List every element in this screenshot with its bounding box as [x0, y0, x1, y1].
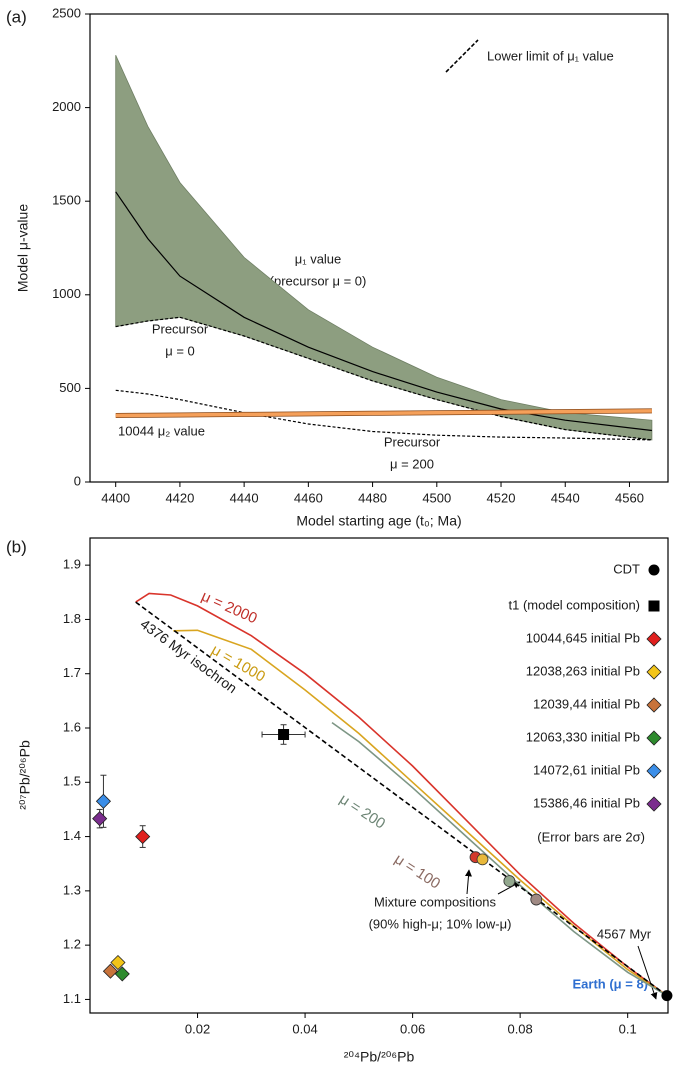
legend-marker: [648, 600, 660, 612]
annotation: μ₁ value: [295, 251, 342, 266]
y-tick-label: 1.3: [63, 882, 81, 897]
note: Mixture compositions: [374, 894, 497, 909]
note: (Error bars are 2σ): [537, 829, 645, 844]
line: [115, 409, 652, 418]
arrow: [464, 869, 472, 895]
line: [115, 191, 652, 432]
point: [110, 954, 126, 971]
legend-label: 12038,263 initial Pb: [526, 663, 640, 678]
mixture-point: [503, 875, 516, 887]
x-tick-label: 4480: [358, 490, 387, 505]
y-tick-label: 0: [74, 473, 81, 488]
x-tick-label: 0.02: [185, 1021, 210, 1036]
x-tick-label: 4440: [230, 490, 259, 505]
annotation: Precursor: [384, 434, 441, 449]
point: [95, 793, 112, 809]
panel-label: (a): [6, 7, 27, 26]
y-tick-label: 1000: [52, 286, 81, 301]
note: (90% high-μ; 10% low-μ): [369, 916, 512, 931]
y-tick-label: 1.5: [63, 774, 81, 789]
line: [115, 389, 652, 441]
curve-label: μ = 2000: [199, 588, 260, 628]
annotation: 10044 μ₂ value: [118, 423, 205, 438]
arrow: [637, 945, 658, 1000]
x-tick-label: 0.06: [400, 1021, 425, 1036]
legend-label: 10044,645 initial Pb: [526, 630, 640, 645]
x-tick-label: 4460: [294, 490, 323, 505]
x-tick-label: 0.08: [507, 1021, 532, 1036]
point: [114, 966, 130, 982]
x-tick-label: 0.04: [292, 1021, 317, 1036]
mixture-point: [530, 893, 543, 906]
x-tick-label: 4420: [165, 490, 194, 505]
point: [135, 829, 151, 845]
y-tick-label: 1.4: [63, 828, 81, 843]
annotation: (precursor μ = 0): [270, 273, 367, 288]
x-tick-label: 4560: [615, 490, 644, 505]
legend-marker: [646, 763, 662, 779]
legend-marker: [646, 796, 662, 812]
annotation: μ = 200: [390, 456, 434, 471]
x-tick-label: 4400: [101, 490, 130, 505]
y-tick-label: 2000: [52, 99, 81, 114]
curve-label: μ = 100: [391, 851, 443, 893]
legend-label: t1 (model composition): [509, 597, 641, 612]
isochron: [135, 601, 668, 997]
curve: [331, 721, 668, 997]
y-tick-label: 1500: [52, 193, 81, 208]
x-axis-label: ²⁰⁴Pb/²⁰⁶Pb: [344, 1049, 415, 1065]
legend-marker: [646, 730, 662, 746]
legend-label: Lower limit of μ₁ value: [487, 48, 614, 63]
point: [92, 811, 108, 827]
legend-swatch: [445, 39, 479, 73]
y-tick-label: 1.8: [63, 611, 81, 626]
y-tick-label: 1.6: [63, 719, 81, 734]
point: [278, 729, 290, 741]
y-tick-label: 500: [59, 380, 81, 395]
curve: [135, 592, 668, 997]
y-tick-label: 1.2: [63, 937, 81, 952]
band: [115, 55, 653, 441]
y-tick-label: 1.9: [63, 557, 81, 572]
legend-label: CDT: [613, 561, 640, 576]
x-tick-label: 0.1: [619, 1021, 637, 1036]
legend-label: 12039,44 initial Pb: [533, 696, 640, 711]
point: [102, 963, 118, 979]
legend-marker: [646, 697, 662, 713]
legend-marker: [646, 631, 662, 647]
plot-frame: [89, 13, 669, 483]
legend-marker: [646, 664, 662, 680]
mixture-point: [476, 853, 489, 866]
point: [661, 990, 673, 1002]
note: 4567 Myr: [597, 926, 652, 941]
annotation: Precursor: [152, 321, 209, 336]
note: Earth (μ = 8): [573, 976, 649, 991]
annotation: μ = 0: [165, 343, 195, 358]
y-axis-label: Model μ-value: [15, 204, 31, 292]
x-axis-label: Model starting age (t₀; Ma): [296, 513, 461, 529]
legend-label: 15386,46 initial Pb: [533, 795, 640, 810]
panel-label: (b): [6, 537, 27, 556]
y-tick-label: 1.1: [63, 991, 81, 1006]
y-tick-label: 2500: [52, 5, 81, 20]
plot-frame: [89, 537, 669, 1014]
curve-label: μ = 200: [336, 791, 388, 833]
legend-label: 12063,330 initial Pb: [526, 729, 640, 744]
x-tick-label: 4540: [551, 490, 580, 505]
y-tick-label: 1.7: [63, 665, 81, 680]
x-tick-label: 4500: [422, 490, 451, 505]
legend-marker: [648, 564, 660, 576]
legend-label: 14072,61 initial Pb: [533, 762, 640, 777]
y-axis-label: ²⁰⁷Pb/²⁰⁶Pb: [17, 740, 33, 810]
x-tick-label: 4520: [487, 490, 516, 505]
